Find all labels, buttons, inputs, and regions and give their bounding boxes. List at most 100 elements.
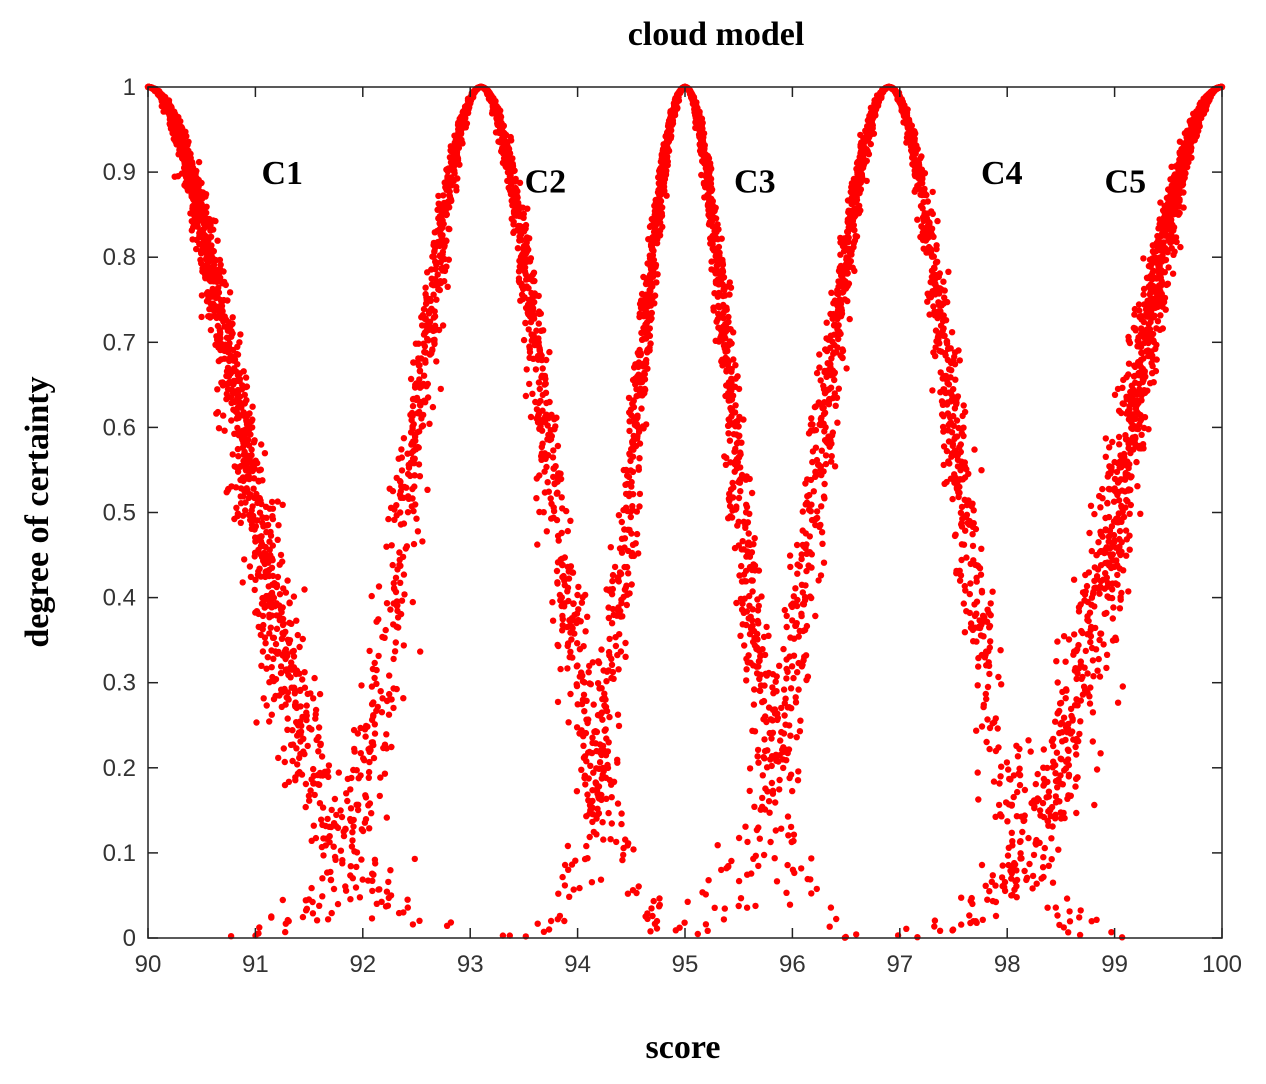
data-point [451,170,458,177]
data-point [288,684,295,691]
data-point [827,904,835,911]
data-point [728,365,735,373]
data-point [620,466,627,474]
data-point [589,739,596,747]
data-point [598,685,605,692]
data-point [237,485,245,492]
data-point [410,540,418,548]
data-point [373,900,380,907]
data-point [753,826,761,834]
data-point [576,884,583,892]
data-point [296,687,304,694]
data-point [586,662,593,670]
data-point [197,227,204,235]
data-point [390,655,397,663]
data-point [390,704,397,712]
data-point [535,379,543,386]
data-point [1076,931,1084,939]
data-point [530,269,538,276]
data-point [419,422,427,429]
data-point [417,402,424,409]
data-point [689,93,697,100]
data-point [301,684,309,691]
data-point [1055,846,1062,853]
data-point [383,697,391,705]
data-point [527,413,535,421]
data-point [437,258,444,266]
data-point [273,625,281,632]
data-point [274,573,282,581]
data-point [742,578,750,585]
data-point [310,822,317,829]
data-point [622,504,630,511]
data-point [259,514,266,521]
data-point [385,878,392,886]
data-point [610,778,618,785]
data-point [725,397,732,404]
data-point [272,640,280,648]
data-point [160,99,167,107]
data-point [522,392,530,400]
data-point [387,867,394,874]
data-point [772,799,779,806]
chart-title: cloud model [628,16,805,53]
data-point [225,373,233,380]
data-point [713,249,720,256]
data-point [216,331,224,338]
data-point [285,778,293,785]
data-point [210,226,217,233]
data-point [789,787,796,795]
data-point [224,349,232,356]
data-point [598,646,605,653]
data-point [490,101,497,109]
data-point [759,794,766,802]
data-point [743,904,751,911]
data-point [731,461,739,468]
data-point [409,402,417,410]
data-point [826,923,833,930]
data-point [591,728,598,735]
data-point [400,435,408,442]
data-point [260,695,267,702]
data-point [624,890,632,897]
data-point [741,642,748,649]
data-point [737,595,745,603]
data-point [420,411,427,419]
data-point [378,709,386,716]
data-point [407,375,415,383]
data-point [776,786,783,793]
data-point [650,247,657,254]
data-point [315,748,322,755]
data-point [732,445,739,452]
data-point [282,646,290,653]
data-point [754,746,762,754]
data-point [256,924,263,931]
data-point [719,261,727,268]
data-point [370,741,377,749]
data-point [514,188,521,195]
data-point [582,628,589,635]
data-point [755,620,762,627]
data-point [413,394,421,402]
data-point [398,454,405,461]
data-point [639,390,647,397]
data-point [268,664,275,671]
data-point [263,702,270,709]
data-point [636,503,643,510]
data-point [648,254,656,262]
data-point [755,759,762,766]
data-point [174,173,182,180]
data-point [230,357,238,364]
data-point [807,876,814,883]
data-point [361,757,368,764]
data-point [578,700,586,708]
data-point [249,403,256,410]
data-point [743,503,751,511]
data-point [239,436,246,444]
data-point [217,261,224,268]
data-point [326,833,333,840]
data-point [233,387,241,395]
data-point [370,754,378,762]
data-point [312,711,319,718]
